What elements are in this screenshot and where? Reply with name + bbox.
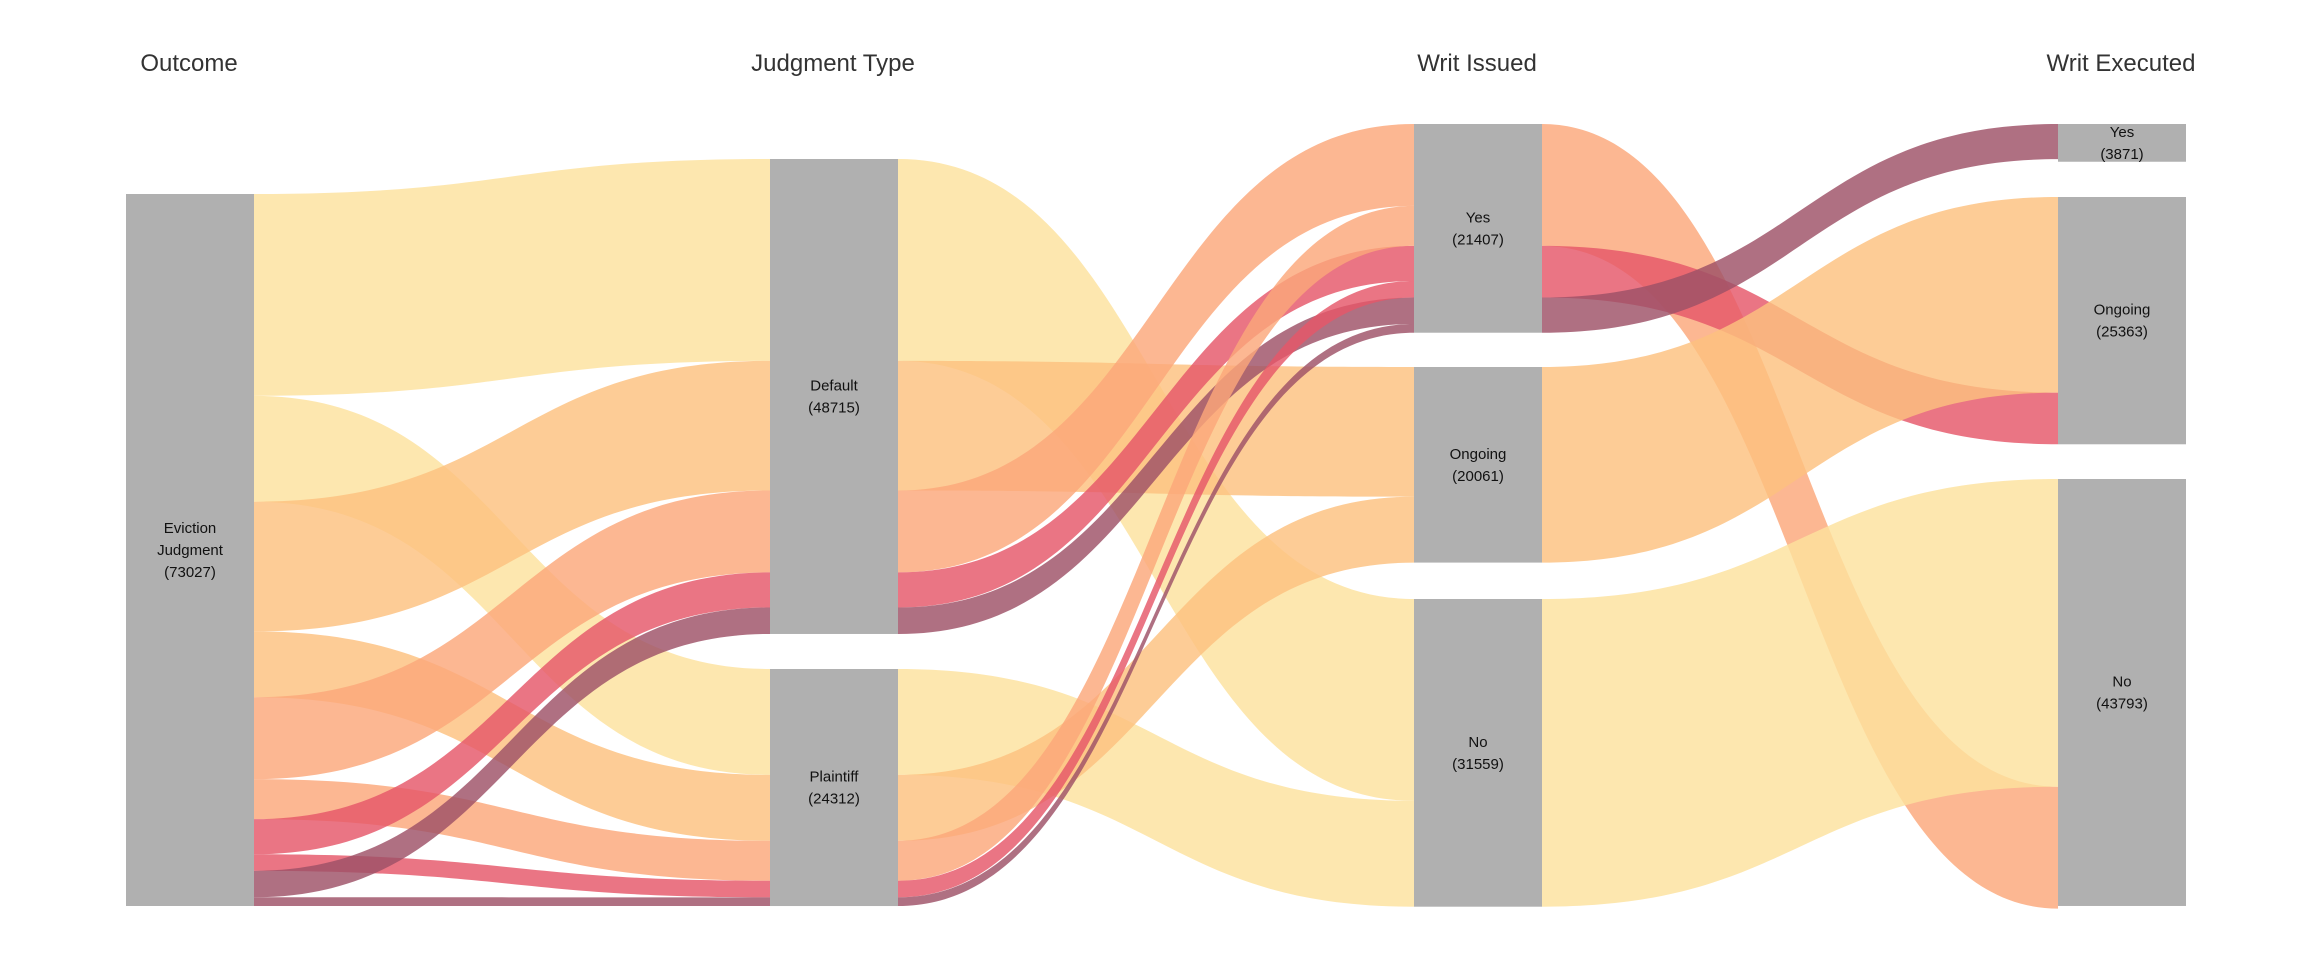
node-plaintiff: Plaintiff (24312) [770, 669, 898, 907]
node-we_ongoing: Ongoing (25363) [2058, 197, 2186, 445]
node-value-we_ongoing: (25363) [2096, 324, 2148, 341]
flow-wi_yes-to-we_yes-yes_yes [1542, 124, 2058, 333]
node-label-wi_yes: Yes [1466, 209, 1490, 226]
flow-eviction-to-default-yes_ongoing [254, 572, 770, 855]
column-titles: Outcome Judgment Type Writ Issued Writ Exec… [140, 50, 2195, 77]
node-rect-we_ongoing [2058, 197, 2186, 445]
node-wi_yes: Yes (21407) [1414, 124, 1542, 333]
flow-wi_ongoing-to-we_ongoing-ongoing [1542, 197, 2058, 563]
node-rect-wi_yes [1414, 124, 1542, 333]
node-rect-we_yes [2058, 124, 2186, 162]
node-rect-wi_ongoing [1414, 367, 1542, 563]
node-eviction: Eviction Judgment (73027) [126, 194, 254, 906]
flow-eviction-to-default-no [254, 159, 770, 396]
flow-wi_yes-to-we_no-yes [1542, 124, 2058, 909]
flow-plaintiff-to-wi_yes-yes [898, 205, 1414, 881]
nodes-layer: Eviction Judgment (73027) Default (48715) Pla… [126, 124, 2186, 907]
flow-default-to-wi_yes-yes_ongoing [898, 245, 1414, 608]
node-value-eviction: (73027) [164, 564, 216, 581]
column-title-outcome: Outcome [140, 50, 237, 77]
flow-plaintiff-to-wi_ongoing-ongoing [898, 496, 1414, 841]
node-label-plaintiff: Plaintiff [810, 769, 860, 786]
node-we_no: No (43793) [2058, 479, 2186, 906]
node-rect-default [770, 159, 898, 634]
node-value-wi_yes: (21407) [1452, 231, 1504, 248]
flow-default-to-wi_yes-yes_yes [898, 297, 1414, 634]
node-rect-we_no [2058, 479, 2186, 906]
node-rect-eviction [126, 194, 254, 906]
flows-layer [254, 124, 2058, 909]
flow-eviction-to-default-yes_yes [254, 607, 770, 898]
node-label-wi_ongoing: Ongoing [1450, 446, 1507, 463]
node-label-eviction: Eviction [164, 520, 217, 537]
column-title-judgment: Judgment Type [751, 50, 915, 77]
node-value-we_no: (43793) [2096, 695, 2148, 712]
node-default: Default (48715) [770, 159, 898, 634]
node-label-wi_no: No [1468, 734, 1487, 751]
flow-plaintiff-to-wi_yes-yes_yes [898, 324, 1414, 907]
node-value-default: (48715) [808, 399, 860, 416]
node-wi_ongoing: Ongoing (20061) [1414, 367, 1542, 563]
flow-default-to-wi_yes-yes [898, 124, 1414, 573]
flow-eviction-to-default-yes [254, 490, 770, 780]
node-label-we_ongoing: Ongoing [2094, 302, 2151, 319]
node-rect-plaintiff [770, 669, 898, 907]
node-value-wi_ongoing: (20061) [1452, 468, 1504, 485]
node-label-we_yes: Yes [2110, 124, 2134, 141]
flow-wi_no-to-we_no-no [1542, 479, 2058, 907]
flow-plaintiff-to-wi_no-no [898, 669, 1414, 907]
node-we_yes: Yes (3871) [2058, 124, 2186, 163]
node-value-wi_no: (31559) [1452, 756, 1504, 773]
node-label-eviction: Judgment [157, 542, 224, 559]
node-label-default: Default [810, 377, 858, 394]
node-value-plaintiff: (24312) [808, 791, 860, 808]
node-value-we_yes: (3871) [2100, 146, 2143, 163]
node-rect-wi_no [1414, 599, 1542, 907]
node-wi_no: No (31559) [1414, 599, 1542, 907]
node-label-we_no: No [2112, 673, 2131, 690]
flow-plaintiff-to-wi_yes-yes_ongoing [898, 280, 1414, 898]
flow-eviction-to-default-ongoing [254, 360, 770, 632]
column-title-writ_executed: Writ Executed [2047, 50, 2196, 77]
column-title-writ_issued: Writ Issued [1417, 50, 1537, 77]
flow-eviction-to-plaintiff-yes_yes [254, 897, 770, 907]
